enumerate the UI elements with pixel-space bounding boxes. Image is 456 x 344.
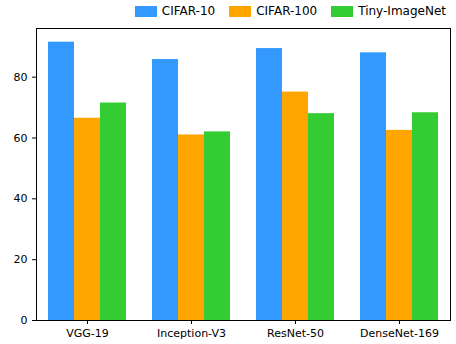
svg-text:ResNet-50: ResNet-50 [267,327,324,340]
html-text:CIFAR-10: CIFAR-10 [161,4,216,18]
svg-text:Inception-V3: Inception-V3 [157,327,226,340]
svg-text:VGG-19: VGG-19 [66,327,109,340]
svg-text:DenseNet-169: DenseNet-169 [360,327,439,340]
html-text:CIFAR-100: CIFAR-100 [256,4,318,18]
svg-text:0: 0 [21,314,28,327]
svg-text:60: 60 [14,132,28,145]
svg-text:20: 20 [14,253,28,266]
svg-text:40: 40 [14,192,28,205]
html-text:Tiny-ImageNet: Tiny-ImageNet [358,4,446,18]
svg-text:80: 80 [14,71,28,84]
